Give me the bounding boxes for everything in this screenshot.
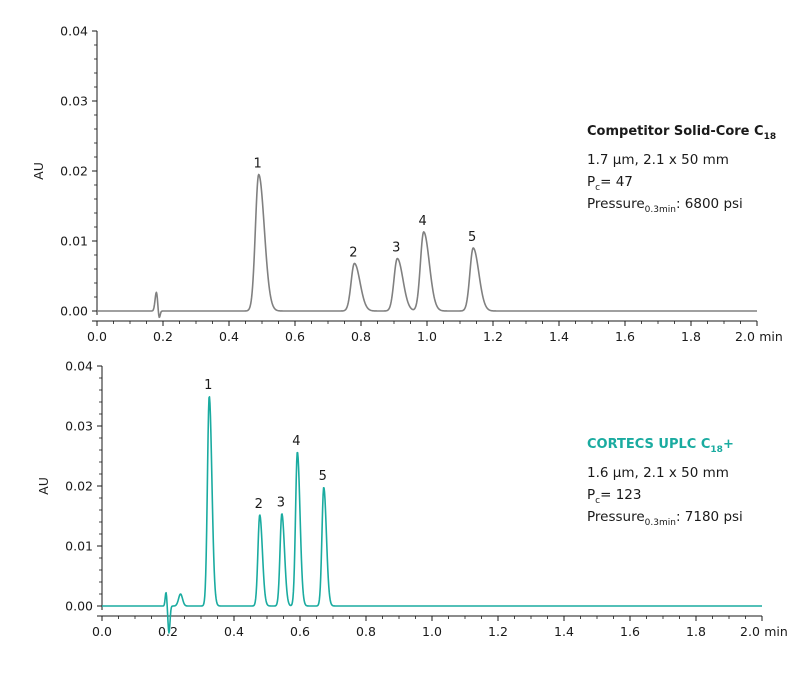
- bottom-x-unit-label: min: [764, 624, 788, 639]
- bottom-peak-capacity: Pc= 123: [587, 487, 642, 506]
- bottom-peak-label: 5: [319, 469, 327, 484]
- top-y-axis-title: AU: [31, 162, 46, 180]
- bottom-x-tick-label: 0.0: [92, 624, 112, 639]
- top-x-unit-label: min: [759, 329, 783, 344]
- top-y-tick-label: 0.04: [60, 24, 88, 39]
- bottom-column-info: CORTECS UPLC C18+ 1.6 µm, 2.1 x 50 mm Pc…: [587, 434, 743, 528]
- top-x-tick-label: 1.8: [681, 329, 701, 344]
- top-column-info: Competitor Solid-Core C18 1.7 µm, 2.1 x …: [587, 121, 776, 215]
- top-x-tick-label: 1.2: [483, 329, 503, 344]
- top-y-tick-label: 0.02: [60, 164, 88, 179]
- top-pressure: Pressure0.3min: 6800 psi: [587, 196, 743, 215]
- bottom-column-title: CORTECS UPLC C18+: [587, 437, 734, 455]
- top-peak-label: 3: [392, 241, 400, 256]
- top-x-tick-label: 0.0: [87, 329, 107, 344]
- bottom-x-tick-label: 0.4: [224, 624, 244, 639]
- top-x-tick-label: 1.0: [417, 329, 437, 344]
- top-chart-panel: 0.00 0.01 0.02 0.03 0.04 0.0 0.2 0.4 0.6 0.8 1.0 1.…: [31, 24, 783, 345]
- top-peak-label: 2: [349, 245, 357, 260]
- bottom-y-tick-label: 0.02: [65, 479, 93, 494]
- top-particle-dimensions: 1.7 µm, 2.1 x 50 mm: [587, 152, 729, 168]
- bottom-x-tick-label: 1.4: [554, 624, 574, 639]
- bottom-x-tick-label: 0.8: [356, 624, 376, 639]
- bottom-x-tick-label: 0.6: [290, 624, 310, 639]
- top-y-tick-label: 0.00: [60, 304, 88, 319]
- bottom-peak-label: 2: [255, 497, 263, 512]
- top-chromatogram-trace: [96, 173, 758, 319]
- bottom-chart-panel: 0.000.010.020.030.040.0 0.2 0.4 0.6 0.8 1.0 1.…: [36, 359, 788, 640]
- bottom-y-tick-label: 0.00: [65, 599, 93, 614]
- top-x-tick-label: 2.0: [735, 329, 755, 344]
- bottom-x-tick-label: 1.0: [422, 624, 442, 639]
- top-y-tick-label: 0.01: [60, 234, 88, 249]
- bottom-x-tick-label: 1.6: [620, 624, 640, 639]
- bottom-pressure: Pressure0.3min: 7180 psi: [587, 509, 743, 528]
- top-peak-label: 1: [254, 157, 262, 172]
- bottom-y-tick-label: 0.01: [65, 539, 93, 554]
- top-x-tick-label: 0.6: [285, 329, 305, 344]
- bottom-x-tick-label: 1.8: [686, 624, 706, 639]
- top-y-tick-label: 0.03: [60, 94, 88, 109]
- top-x-tick-label: 1.4: [549, 329, 569, 344]
- top-peak-capacity: Pc= 47: [587, 174, 633, 193]
- top-peak-label: 5: [468, 230, 476, 245]
- bottom-peak-label: 4: [292, 434, 300, 449]
- top-column-title: Competitor Solid-Core C18: [587, 124, 777, 142]
- bottom-chromatogram-trace: [101, 396, 763, 634]
- top-x-tick-label: 0.8: [351, 329, 371, 344]
- bottom-y-tick-label: 0.04: [65, 359, 93, 374]
- bottom-y-tick-label: 0.03: [65, 419, 93, 434]
- bottom-x-tick-label: 2.0: [740, 624, 760, 639]
- top-peak-label: 4: [419, 214, 427, 229]
- top-x-tick-label: 1.6: [615, 329, 635, 344]
- top-x-tick-label: 0.2: [153, 329, 173, 344]
- bottom-x-tick-label: 1.2: [488, 624, 508, 639]
- bottom-peak-label: 3: [277, 496, 285, 511]
- top-x-tick-label: 0.4: [219, 329, 239, 344]
- bottom-y-axis-title: AU: [36, 477, 51, 495]
- bottom-peak-label: 1: [204, 378, 212, 393]
- bottom-particle-dimensions: 1.6 µm, 2.1 x 50 mm: [587, 465, 729, 481]
